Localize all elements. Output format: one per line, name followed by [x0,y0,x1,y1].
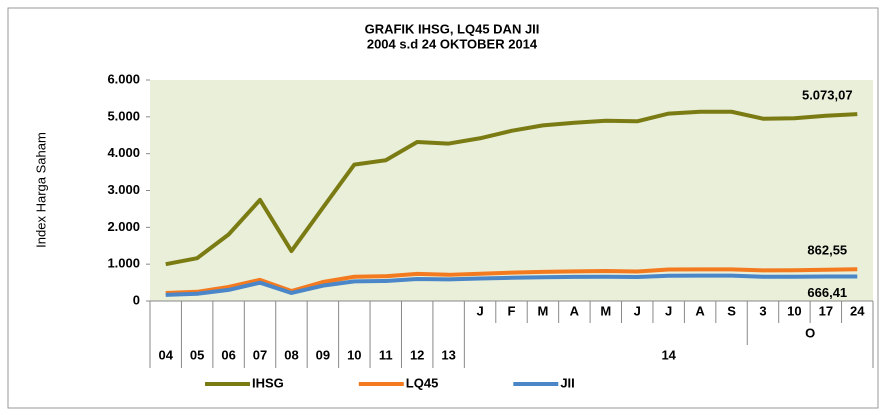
data-label: 666,41 [807,285,847,300]
y-tick-label: 3.000 [107,182,140,197]
group-label: O [805,325,815,340]
plot-area [150,80,873,301]
x-tick-label: J [476,303,483,318]
data-label: 862,55 [807,243,847,258]
legend-label: JII [560,375,574,390]
x-tick-label: A [695,303,705,318]
x-tick-label: 04 [158,347,173,362]
x-tick-label: 24 [850,303,865,318]
series-line [165,109,858,267]
x-tick-label: S [727,303,736,318]
series-line [165,267,858,296]
legend-label: IHSG [252,375,284,390]
y-tick-label: 0 [133,292,140,307]
x-tick-label: 06 [221,347,235,362]
x-tick-label: J [634,303,641,318]
x-tick-label: 05 [190,347,204,362]
x-tick-label: 09 [316,347,330,362]
y-tick-label: 1.000 [107,256,140,271]
x-tick-label: 11 [379,347,393,362]
x-tick-label: 17 [819,303,833,318]
x-tick-label: 07 [253,347,267,362]
x-tick-label: 08 [284,347,298,362]
x-tick-label: 13 [441,347,455,362]
y-axis-label: Index Harga Saham [33,132,48,248]
x-tick-label: F [508,303,516,318]
x-tick-label: M [538,303,549,318]
legend-label: LQ45 [406,375,439,390]
x-tick-label: 10 [787,303,801,318]
x-tick-label: 12 [410,347,424,362]
y-tick-label: 2.000 [107,219,140,234]
group-label: 14 [661,347,676,362]
data-label: 5.073,07 [802,88,853,103]
x-tick-label: 10 [347,347,361,362]
x-tick-label: 3 [759,303,766,318]
y-tick-label: 4.000 [107,145,140,160]
x-tick-label: A [570,303,580,318]
chart-subtitle: 2004 s.d 24 OKTOBER 2014 [367,36,538,51]
series-line [165,273,858,297]
chart-title: GRAFIK IHSG, LQ45 DAN JII [365,21,540,36]
x-tick-label: M [600,303,611,318]
x-tick-label: J [665,303,672,318]
y-tick-label: 6.000 [107,71,140,86]
y-tick-label: 5.000 [107,108,140,123]
